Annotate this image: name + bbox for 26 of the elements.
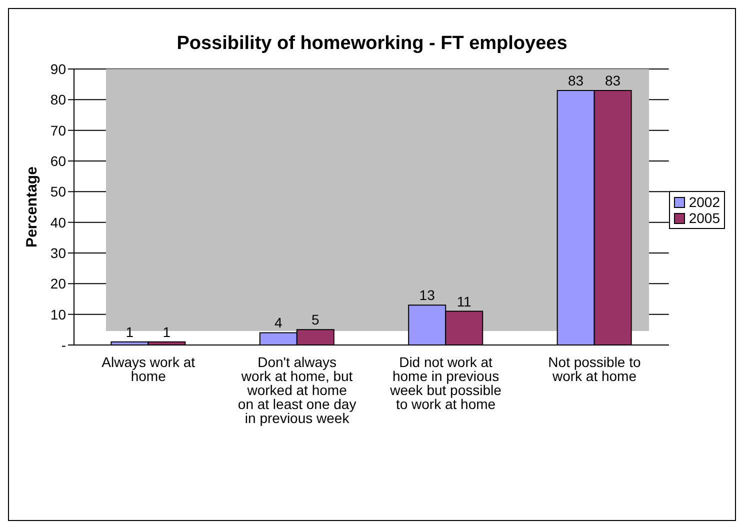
legend-label: 2002 — [688, 194, 720, 210]
y-tick-label: 30 — [50, 244, 66, 261]
y-tick-label: 40 — [50, 214, 66, 230]
y-tick-label: 10 — [50, 306, 66, 322]
data-label: 13 — [419, 287, 436, 304]
x-tick-label: Don't always work at home, but worked at home on at least one day in previous week — [238, 354, 356, 426]
data-label: 83 — [568, 72, 584, 88]
x-tick-label: Always work at home — [102, 354, 196, 384]
y-tick-label: 50 — [50, 184, 66, 200]
data-label: 11 — [456, 293, 472, 310]
data-label: 5 — [311, 312, 320, 328]
y-tick-label: 90 — [50, 60, 66, 77]
data-label: 1 — [162, 324, 171, 340]
y-tick-label: 80 — [50, 92, 66, 108]
x-tick-label: Not possible to work at home — [548, 354, 642, 384]
data-label: 4 — [274, 314, 282, 331]
chart-title: Possibility of homeworking - FT employees — [176, 33, 568, 55]
y-tick-label: - — [61, 336, 66, 353]
y-axis-title: Percentage — [23, 166, 40, 248]
y-tick-label: 70 — [50, 122, 66, 138]
data-label: 1 — [126, 324, 134, 340]
y-tick-label: 60 — [50, 152, 66, 169]
y-tick-label: 20 — [50, 276, 66, 292]
legend-label: 2005 — [688, 210, 720, 226]
x-tick-label: Did not work at home in previous week but possible to work at home — [389, 354, 502, 412]
data-label: 83 — [605, 72, 621, 88]
